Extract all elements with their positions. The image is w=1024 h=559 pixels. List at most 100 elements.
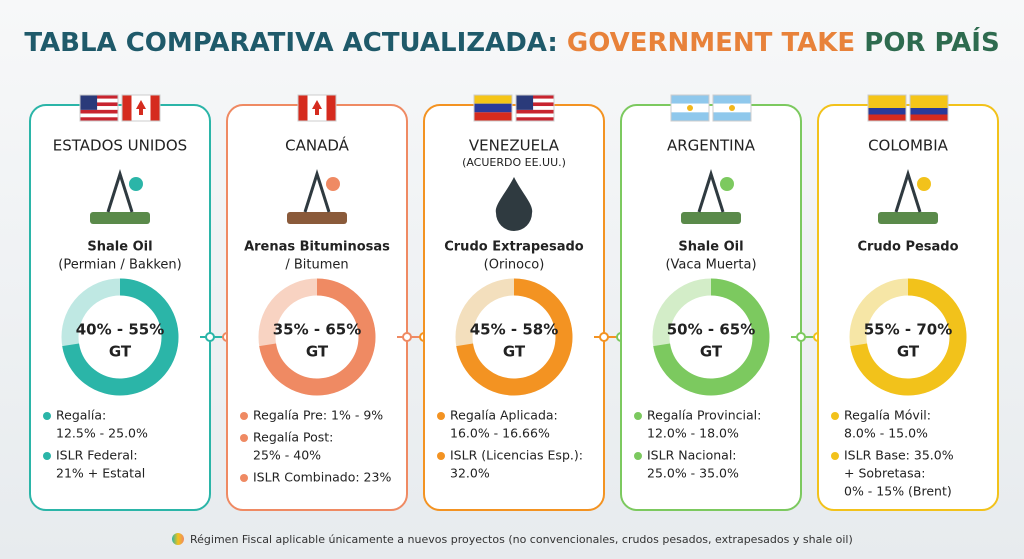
resource-name: Shale Oil bbox=[87, 240, 152, 255]
flag bbox=[473, 94, 513, 122]
flag-part bbox=[80, 106, 118, 110]
resource-name: Crudo Extrapesado bbox=[444, 240, 584, 255]
bullet-dot bbox=[43, 452, 51, 460]
gt-label: GT bbox=[503, 343, 526, 361]
flag-part bbox=[312, 100, 322, 115]
bullet-dot bbox=[437, 452, 445, 460]
flag-part bbox=[713, 95, 751, 104]
icon-ground bbox=[681, 212, 741, 224]
flag-part bbox=[910, 108, 948, 115]
flag-part bbox=[868, 108, 906, 115]
bullet-text: 16.0% - 16.66% bbox=[450, 426, 550, 441]
flag-part bbox=[136, 100, 146, 115]
flag-part bbox=[671, 95, 709, 104]
flag-part bbox=[516, 98, 554, 103]
flag-part bbox=[516, 117, 554, 121]
flag bbox=[79, 94, 119, 122]
gt-range: 55% - 70% bbox=[864, 321, 952, 339]
flag-part bbox=[868, 95, 906, 108]
title-part: POR PAÍS bbox=[864, 26, 999, 58]
bullet-text: Regalía Pre: 1% - 9% bbox=[253, 408, 383, 423]
title-highlight: GOVERNMENT TAKE bbox=[567, 28, 855, 58]
bullet-dot bbox=[634, 452, 642, 460]
bullet-text: Regalía Post: bbox=[253, 430, 333, 445]
flag-part bbox=[298, 95, 308, 121]
bullet-text: ISLR Base: 35.0% bbox=[844, 448, 954, 463]
icon-accent bbox=[720, 177, 734, 191]
icon-ground bbox=[287, 212, 347, 224]
flag-part bbox=[516, 95, 534, 110]
flag-part bbox=[474, 103, 512, 113]
card bbox=[29, 104, 211, 511]
bullet-dot bbox=[240, 412, 248, 420]
card bbox=[817, 104, 999, 511]
flag-border bbox=[121, 94, 161, 122]
gt-range: 40% - 55% bbox=[76, 321, 164, 339]
bullet-text: ISLR (Licencias Esp.): bbox=[450, 448, 583, 463]
connector-node bbox=[796, 332, 806, 342]
flag bbox=[867, 94, 907, 122]
flag bbox=[712, 94, 752, 122]
icon-accent bbox=[326, 177, 340, 191]
bullet-text: ISLR Federal: bbox=[56, 448, 138, 463]
bullet-text: Regalía Móvil: bbox=[844, 408, 931, 423]
flag-part bbox=[713, 112, 751, 121]
gt-range: 45% - 58% bbox=[470, 321, 558, 339]
country-name: VENEZUELA bbox=[469, 137, 560, 155]
card bbox=[620, 104, 802, 511]
flag-border bbox=[79, 94, 119, 122]
icon-derrick bbox=[894, 169, 922, 213]
flag-border bbox=[670, 94, 710, 122]
flag-part bbox=[80, 95, 98, 110]
resource-name: Shale Oil bbox=[678, 240, 743, 255]
ring-arc bbox=[653, 278, 770, 396]
bullet-text: ISLR Nacional: bbox=[647, 448, 737, 463]
bullet-text: Regalía: bbox=[56, 408, 106, 423]
bullet-dot bbox=[43, 412, 51, 420]
bullet-text: ISLR Combinado: 23% bbox=[253, 470, 391, 485]
footer-dot bbox=[172, 533, 184, 545]
flag-part bbox=[516, 113, 554, 118]
flag bbox=[515, 94, 555, 122]
gt-range: 35% - 65% bbox=[273, 321, 361, 339]
ring-arc bbox=[259, 278, 376, 396]
country-name: ESTADOS UNIDOS bbox=[53, 137, 187, 155]
flag-part bbox=[910, 114, 948, 121]
bullet-dot bbox=[240, 434, 248, 442]
icon-ground bbox=[90, 212, 150, 224]
flag-part bbox=[516, 109, 554, 114]
bullet-dot bbox=[240, 474, 248, 482]
flag-part bbox=[150, 95, 160, 121]
flag-part bbox=[326, 95, 336, 121]
flag-part bbox=[80, 109, 118, 114]
flag-part bbox=[80, 98, 118, 103]
bullet-text: + Sobretasa: bbox=[844, 466, 925, 481]
ring-arc bbox=[62, 278, 179, 396]
flag bbox=[670, 94, 710, 122]
footer-note: Régimen Fiscal aplicable únicamente a nu… bbox=[190, 533, 853, 546]
cards: ESTADOS UNIDOS Shale Oil (Permian / Bakken… bbox=[29, 94, 999, 511]
bullet-text: 12.0% - 18.0% bbox=[647, 426, 739, 441]
resource-detail: / Bitumen bbox=[285, 258, 348, 273]
icon-derrick bbox=[697, 169, 725, 213]
flag-part bbox=[868, 114, 906, 121]
gt-range: 50% - 65% bbox=[667, 321, 755, 339]
bullet-dot bbox=[634, 412, 642, 420]
bullet-text: 12.5% - 25.0% bbox=[56, 426, 148, 441]
flag-border bbox=[515, 94, 555, 122]
flag-part bbox=[516, 102, 554, 107]
bullet-dot bbox=[831, 452, 839, 460]
icon-derrick bbox=[106, 169, 134, 213]
gt-label: GT bbox=[306, 343, 329, 361]
ring-arc bbox=[850, 278, 967, 396]
gt-label: GT bbox=[897, 343, 920, 361]
flag-part bbox=[474, 95, 512, 104]
bullet-text: 0% - 15% (Brent) bbox=[844, 484, 952, 499]
bullet-dot bbox=[437, 412, 445, 420]
flag-border bbox=[909, 94, 949, 122]
flag-part bbox=[687, 105, 693, 111]
icon-accent bbox=[917, 177, 931, 191]
country-note: (ACUERDO EE.UU.) bbox=[462, 156, 566, 169]
resource-detail: (Permian / Bakken) bbox=[58, 258, 181, 273]
